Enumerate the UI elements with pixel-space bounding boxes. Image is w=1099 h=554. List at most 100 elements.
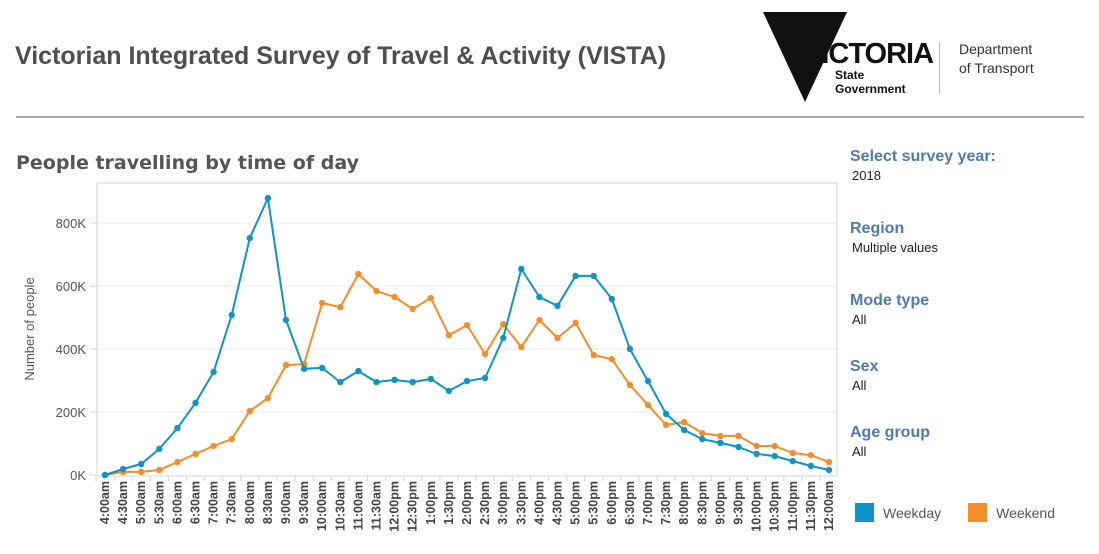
data-point[interactable] (427, 294, 434, 302)
data-point[interactable] (300, 365, 308, 373)
data-point[interactable] (101, 471, 109, 479)
data-point[interactable] (409, 378, 416, 386)
data-point[interactable] (554, 302, 561, 310)
data-point[interactable] (771, 452, 778, 460)
data-point[interactable] (753, 442, 760, 450)
legend-item-weekday[interactable]: Weekday (855, 503, 941, 522)
data-point[interactable] (391, 376, 398, 384)
data-point[interactable] (264, 394, 272, 402)
data-point[interactable] (192, 399, 199, 407)
data-point[interactable] (807, 451, 815, 459)
filter-value[interactable]: All (852, 312, 867, 327)
data-point[interactable] (518, 343, 525, 351)
data-point[interactable] (355, 270, 362, 278)
y-axis-label: Number of people (22, 277, 37, 380)
filter-value[interactable]: All (852, 378, 867, 393)
data-point[interactable] (825, 466, 833, 474)
data-point[interactable] (717, 432, 724, 440)
filter-mode-type[interactable]: Mode type All (850, 292, 1090, 358)
data-point[interactable] (771, 442, 778, 450)
data-point[interactable] (536, 293, 543, 301)
data-point[interactable] (572, 272, 579, 280)
data-point[interactable] (138, 468, 145, 476)
data-point[interactable] (445, 331, 453, 339)
data-point[interactable] (807, 462, 815, 470)
filter-value[interactable]: Multiple values (852, 240, 938, 255)
data-point[interactable] (391, 293, 398, 301)
data-point[interactable] (264, 194, 272, 202)
data-point[interactable] (608, 295, 615, 303)
data-point[interactable] (662, 410, 670, 418)
legend-label: Weekday (883, 504, 942, 521)
filter-value[interactable]: 2018 (852, 168, 881, 183)
data-point[interactable] (644, 377, 652, 385)
data-point[interactable] (518, 265, 525, 273)
data-point[interactable] (789, 457, 796, 465)
data-point[interactable] (319, 364, 326, 372)
data-point[interactable] (445, 387, 453, 395)
data-point[interactable] (246, 234, 253, 242)
data-point[interactable] (355, 367, 362, 375)
filter-survey-year[interactable]: Select survey year: 2018 (850, 148, 1090, 220)
filter-sex[interactable]: Sex All (850, 358, 1090, 424)
data-point[interactable] (174, 424, 181, 432)
data-point[interactable] (644, 401, 652, 409)
data-point[interactable] (282, 361, 290, 369)
victoria-government-logo: VICTORIA State Government Department of … (763, 12, 1063, 107)
logo-sub-line-1: State (835, 68, 865, 82)
data-point[interactable] (554, 334, 561, 342)
y-tick-label: 800K (56, 216, 87, 231)
data-point[interactable] (681, 426, 688, 434)
data-point[interactable] (717, 439, 724, 447)
data-point[interactable] (463, 321, 471, 329)
data-point[interactable] (662, 421, 670, 429)
data-point[interactable] (590, 351, 597, 359)
data-point[interactable] (427, 375, 434, 383)
data-point[interactable] (825, 458, 833, 466)
legend-item-weekend[interactable]: Weekend (968, 503, 1055, 522)
data-point[interactable] (500, 320, 507, 328)
data-point[interactable] (156, 445, 163, 453)
data-point[interactable] (210, 442, 217, 450)
data-point[interactable] (699, 429, 706, 437)
data-point[interactable] (735, 443, 742, 451)
data-point[interactable] (753, 450, 760, 458)
data-point[interactable] (789, 449, 796, 457)
data-point[interactable] (337, 303, 344, 311)
data-point[interactable] (373, 378, 380, 386)
filter-region[interactable]: Region Multiple values (850, 220, 1090, 292)
data-point[interactable] (626, 345, 634, 353)
data-point[interactable] (572, 319, 579, 327)
data-point[interactable] (536, 316, 543, 324)
data-point[interactable] (481, 350, 489, 358)
filter-value[interactable]: All (852, 444, 867, 459)
data-point[interactable] (608, 355, 615, 363)
data-point[interactable] (282, 316, 290, 324)
data-point[interactable] (409, 305, 416, 313)
data-point[interactable] (174, 458, 181, 466)
data-point[interactable] (500, 334, 507, 342)
data-point[interactable] (735, 432, 742, 440)
data-point[interactable] (626, 381, 634, 389)
data-point[interactable] (319, 299, 326, 307)
data-point[interactable] (590, 272, 597, 280)
x-tick-label: 11:00pm (786, 481, 800, 531)
x-tick-label: 10:00pm (750, 481, 764, 532)
data-point[interactable] (156, 466, 163, 474)
data-point[interactable] (210, 368, 217, 376)
data-point[interactable] (373, 287, 380, 295)
data-point[interactable] (192, 450, 199, 458)
data-point[interactable] (481, 374, 489, 382)
data-point[interactable] (337, 378, 344, 386)
data-point[interactable] (246, 407, 253, 415)
data-point[interactable] (463, 377, 471, 385)
data-point[interactable] (138, 460, 145, 468)
data-point[interactable] (119, 465, 127, 473)
filter-age-group[interactable]: Age group All (850, 424, 1090, 496)
data-point[interactable] (699, 435, 706, 443)
data-point[interactable] (228, 311, 235, 319)
data-point[interactable] (681, 418, 688, 426)
logo-sub-line-2: Government (835, 82, 906, 96)
x-tick-label: 9:30pm (732, 481, 746, 525)
data-point[interactable] (228, 435, 235, 443)
